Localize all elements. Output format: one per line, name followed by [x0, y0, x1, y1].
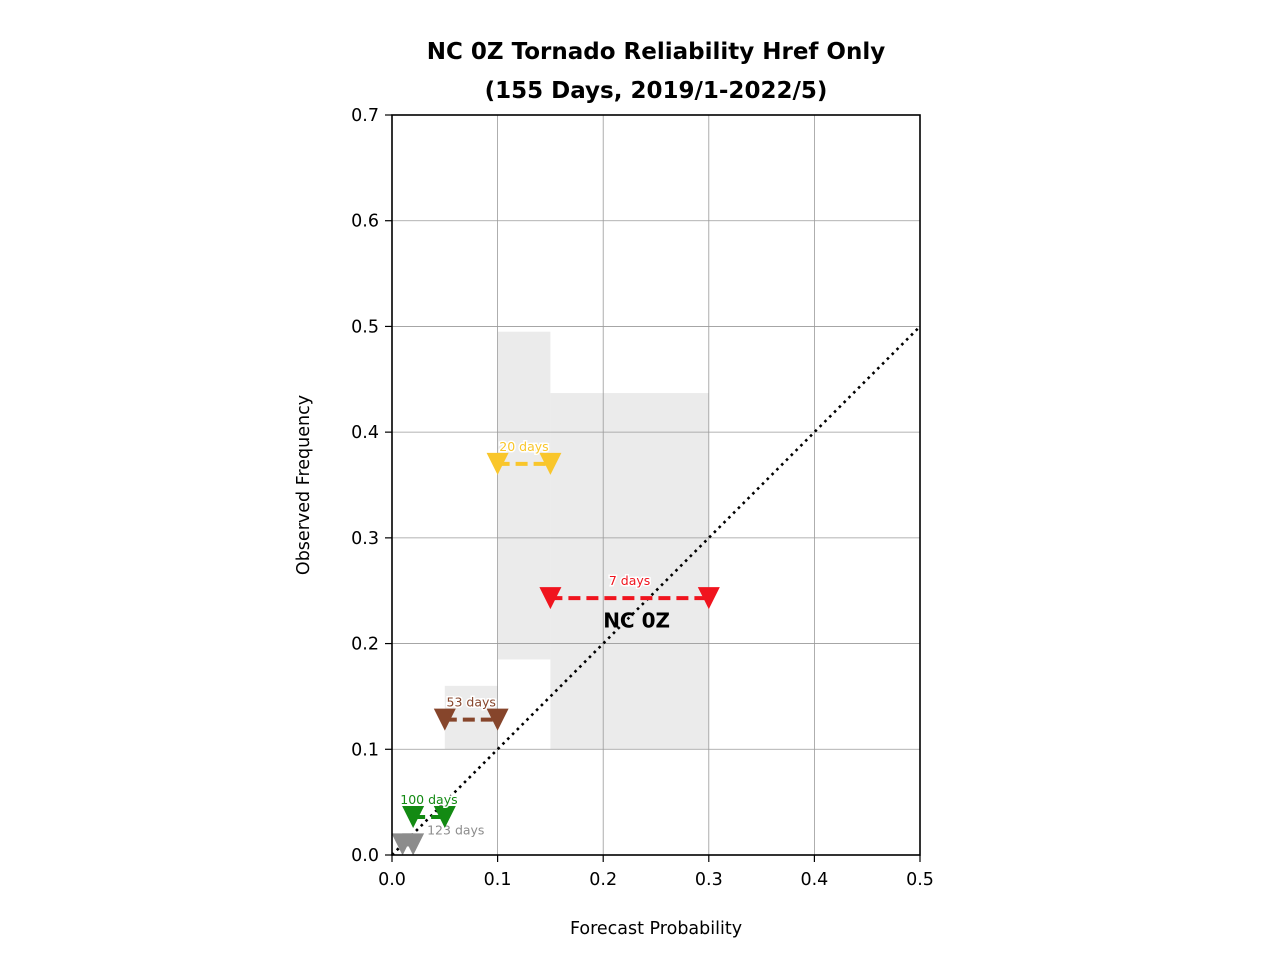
series-2: 100 days	[399, 790, 459, 828]
series-5: 7 days	[539, 572, 720, 610]
x-tick-label: 0.5	[906, 870, 934, 890]
shaded-bars	[444, 331, 709, 750]
series-marker-high	[697, 587, 720, 610]
reference-line	[391, 325, 921, 856]
y-tick-label: 0.7	[351, 106, 379, 126]
y-tick-label: 0.6	[351, 212, 379, 232]
series-label: 100 days	[400, 792, 457, 807]
series-marker-high	[402, 833, 425, 856]
series-group: 123 days 100 days 53 days 20 days 7 days	[391, 437, 720, 856]
axis-ticks: 0.0 0.1 0.2 0.3 0.4 0.5 0.0 0.1 0.2 0.3 0.4 0.5 0.6 0…	[351, 106, 934, 890]
x-tick-label: 0.2	[589, 870, 617, 890]
y-tick-label: 0.2	[351, 635, 379, 655]
series-4: 20 days	[486, 437, 562, 475]
region-label: NC 0Z	[603, 609, 670, 633]
x-tick-label: 0.3	[695, 870, 723, 890]
series-marker-low	[539, 587, 562, 610]
series-label: 53 days	[447, 695, 496, 710]
series-3: 53 days	[433, 693, 509, 731]
plot-border	[391, 114, 921, 856]
chart-title-line2: (155 Days, 2019/1-2022/5)	[485, 78, 828, 104]
chart-title-line1: NC 0Z Tornado Reliability Href Only	[427, 39, 885, 65]
series-marker-high	[539, 452, 562, 475]
y-axis-label: Observed Frequency	[294, 395, 314, 575]
shaded-bar-2	[497, 331, 551, 660]
series-marker-low	[486, 452, 509, 475]
y-tick-label: 0.0	[351, 846, 379, 866]
series-label: 123 days	[427, 822, 484, 837]
series-label: 20 days	[499, 439, 548, 454]
shaded-bar-1	[444, 685, 498, 750]
x-axis-label: Forecast Probability	[570, 919, 742, 939]
y-tick-label: 0.5	[351, 317, 379, 337]
series-marker-high	[433, 805, 456, 828]
y-tick-label: 0.4	[351, 423, 379, 443]
shaded-bar-3	[550, 393, 709, 750]
x-tick-label: 0.1	[484, 870, 512, 890]
series-marker-low	[402, 805, 425, 828]
x-tick-label: 0.4	[800, 870, 828, 890]
y-tick-label: 0.3	[351, 529, 379, 549]
reference-diagonal-line	[391, 325, 921, 856]
series-marker-high	[486, 708, 509, 731]
x-tick-label: 0.0	[378, 870, 406, 890]
plot-frame	[391, 114, 921, 856]
series-marker-low	[433, 708, 456, 731]
y-tick-label: 0.1	[351, 740, 379, 760]
series-label: 7 days	[609, 573, 650, 588]
series-1: 123 days	[391, 822, 484, 856]
